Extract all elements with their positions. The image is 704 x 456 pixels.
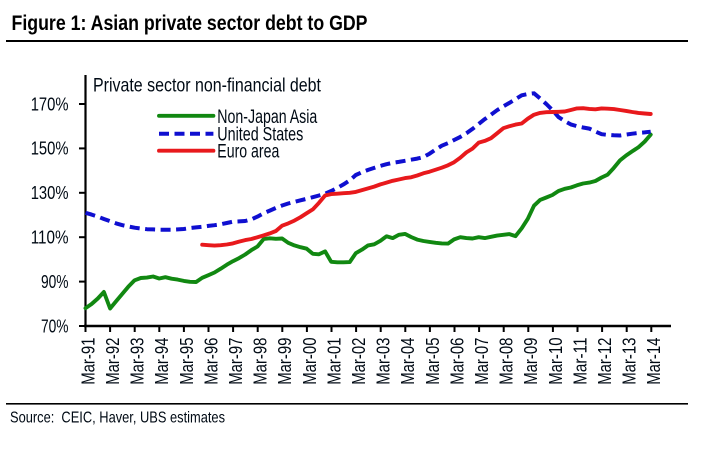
svg-text:Mar-94: Mar-94	[151, 338, 172, 385]
svg-text:Mar-01: Mar-01	[323, 338, 344, 385]
svg-text:Mar-93: Mar-93	[127, 338, 148, 385]
svg-text:Euro area: Euro area	[217, 142, 279, 163]
svg-text:Mar-03: Mar-03	[373, 338, 394, 385]
svg-text:Mar-14: Mar-14	[643, 338, 664, 385]
svg-text:Private sector non-financial d: Private sector non-financial debt	[93, 74, 321, 96]
svg-text:Mar-97: Mar-97	[225, 338, 246, 385]
svg-text:Mar-09: Mar-09	[520, 338, 541, 385]
svg-text:Mar-02: Mar-02	[348, 338, 369, 385]
svg-text:Mar-91: Mar-91	[77, 338, 98, 385]
svg-text:Mar-08: Mar-08	[496, 338, 517, 385]
svg-text:Mar-95: Mar-95	[176, 338, 197, 385]
svg-text:Mar-12: Mar-12	[594, 338, 615, 385]
svg-text:Mar-10: Mar-10	[545, 338, 566, 385]
svg-text:Mar-04: Mar-04	[397, 338, 418, 385]
svg-text:United States: United States	[217, 125, 303, 146]
svg-text:Mar-05: Mar-05	[422, 338, 443, 385]
svg-text:Mar-11: Mar-11	[569, 338, 590, 385]
svg-text:170%: 170%	[31, 93, 69, 114]
svg-text:110%: 110%	[31, 227, 69, 248]
svg-text:Source: CEIC, Haver, UBS esti: Source: CEIC, Haver, UBS estimates	[10, 410, 225, 427]
svg-text:Mar-06: Mar-06	[446, 338, 467, 385]
svg-text:Mar-98: Mar-98	[250, 338, 271, 385]
svg-text:70%: 70%	[41, 315, 69, 336]
svg-text:Mar-96: Mar-96	[200, 338, 221, 385]
svg-text:Mar-13: Mar-13	[619, 338, 640, 385]
svg-text:90%: 90%	[41, 271, 69, 292]
svg-text:Mar-07: Mar-07	[471, 338, 492, 385]
svg-text:Mar-00: Mar-00	[299, 338, 320, 385]
svg-text:130%: 130%	[31, 182, 69, 203]
svg-text:Mar-99: Mar-99	[274, 338, 295, 385]
svg-text:Mar-92: Mar-92	[102, 338, 123, 385]
svg-text:Figure 1: Asian private sector: Figure 1: Asian private sector debt to G…	[12, 12, 368, 35]
svg-text:Non-Japan Asia: Non-Japan Asia	[217, 107, 317, 128]
svg-text:150%: 150%	[31, 138, 69, 159]
